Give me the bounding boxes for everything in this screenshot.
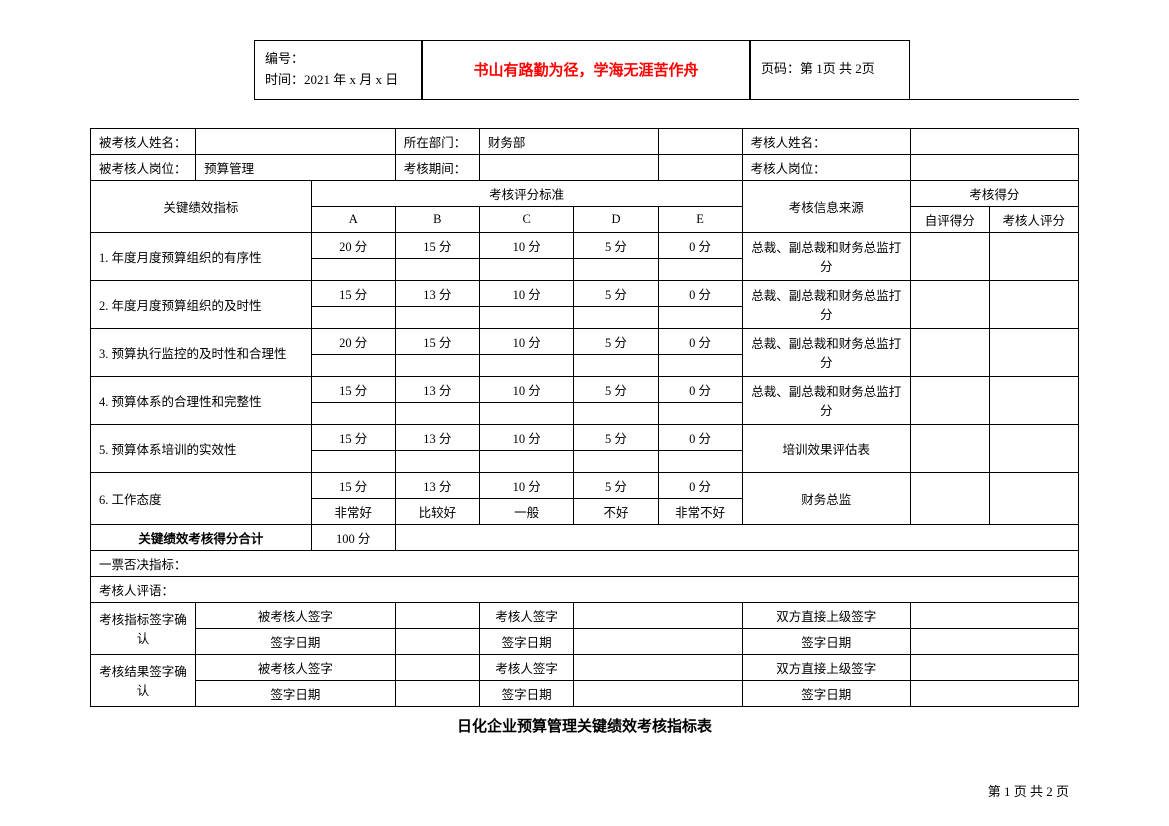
dept-label: 所在部门： [395,128,479,154]
total-value: 100 分 [311,524,395,550]
kpi-source: 总裁、副总裁和财务总监打分 [742,328,910,376]
kpi-name: 4. 预算体系的合理性和完整性 [91,376,312,424]
kpi-name: 2. 年度月度预算组织的及时性 [91,280,312,328]
header-left: 编号： 时间：2021 年 x 月 x 日 [254,40,422,99]
col-e: E [658,206,742,232]
motto: 书山有路勤为径，学海无涯苦作舟 [433,59,739,80]
kpi-name: 6. 工作态度 [91,472,312,524]
total-row: 关键绩效考核得分合计 100 分 [91,524,1079,550]
col-d: D [574,206,658,232]
period-label: 考核期间： [395,154,479,180]
kpi-row: 4. 预算体系的合理性和完整性 15 分13 分10 分5 分0 分 总裁、副总… [91,376,1079,402]
info-row-1: 被考核人姓名： 所在部门： 财务部 考核人姓名： [91,128,1079,154]
col-a: A [311,206,395,232]
kpi-row: 3. 预算执行监控的及时性和合理性 20 分15 分10 分5 分0 分 总裁、… [91,328,1079,354]
sign-result-label: 考核结果签字确认 [91,654,196,706]
comment-row: 考核人评语： [91,576,1079,602]
assessor-score-header: 考核人评分 [989,206,1078,232]
kpi-row: 6. 工作态度 15 分13 分10 分5 分0 分 财务总监 [91,472,1079,498]
doc-time: 时间：2021 年 x 月 x 日 [265,70,411,91]
blank-cell [658,128,742,154]
self-score-header: 自评得分 [910,206,989,232]
kpi-row: 5. 预算体系培训的实效性 15 分13 分10 分5 分0 分 培训效果评估表 [91,424,1079,450]
header-box: 编号： 时间：2021 年 x 月 x 日 书山有路勤为径，学海无涯苦作舟 页码… [254,40,1079,100]
col-b: B [395,206,479,232]
header-row-1: 关键绩效指标 考核评分标准 考核信息来源 考核得分 [91,180,1079,206]
blank-cell [658,154,742,180]
assessee-post-value: 预算管理 [196,154,396,180]
page-footer: 第 1 页 共 2 页 [988,781,1069,800]
kpi-source: 总裁、副总裁和财务总监打分 [742,280,910,328]
assessor-name-value [910,128,1078,154]
kpi-row: 1. 年度月度预算组织的有序性 20 分15 分10 分5 分0 分 总裁、副总… [91,232,1079,258]
assessee-name-label: 被考核人姓名： [91,128,196,154]
total-label: 关键绩效考核得分合计 [91,524,312,550]
sign-index-label: 考核指标签字确认 [91,602,196,654]
sign-index-row: 考核指标签字确认 被考核人签字 考核人签字 双方直接上级签字 [91,602,1079,628]
sign-result-row: 考核结果签字确认 被考核人签字 考核人签字 双方直接上级签字 [91,654,1079,680]
page-info: 页码：第 1页 共 2页 [761,59,899,80]
kpi-source: 财务总监 [742,472,910,524]
standard-header: 考核评分标准 [311,180,742,206]
kpi-row: 2. 年度月度预算组织的及时性 15 分13 分10 分5 分0 分 总裁、副总… [91,280,1079,306]
score-header: 考核得分 [910,180,1078,206]
kpi-source: 总裁、副总裁和财务总监打分 [742,376,910,424]
assessment-table: 被考核人姓名： 所在部门： 财务部 考核人姓名： 被考核人岗位： 预算管理 考核… [90,128,1079,707]
kpi-source: 培训效果评估表 [742,424,910,472]
header-mid: 书山有路勤为径，学海无涯苦作舟 [422,40,750,99]
col-c: C [479,206,574,232]
doc-number: 编号： [265,49,411,70]
source-header: 考核信息来源 [742,180,910,232]
kpi-header: 关键绩效指标 [91,180,312,232]
kpi-name: 5. 预算体系培训的实效性 [91,424,312,472]
veto-row: 一票否决指标： [91,550,1079,576]
kpi-name: 3. 预算执行监控的及时性和合理性 [91,328,312,376]
assessor-post-label: 考核人岗位： [742,154,910,180]
kpi-name: 1. 年度月度预算组织的有序性 [91,232,312,280]
dept-value: 财务部 [479,128,658,154]
assessee-name-value [196,128,396,154]
kpi-source: 总裁、副总裁和财务总监打分 [742,232,910,280]
assessee-post-label: 被考核人岗位： [91,154,196,180]
info-row-2: 被考核人岗位： 预算管理 考核期间： 考核人岗位： [91,154,1079,180]
header-right: 页码：第 1页 共 2页 [750,40,910,99]
period-value [479,154,658,180]
assessor-name-label: 考核人姓名： [742,128,910,154]
doc-title: 日化企业预算管理关键绩效考核指标表 [90,715,1079,736]
assessor-post-value [910,154,1078,180]
